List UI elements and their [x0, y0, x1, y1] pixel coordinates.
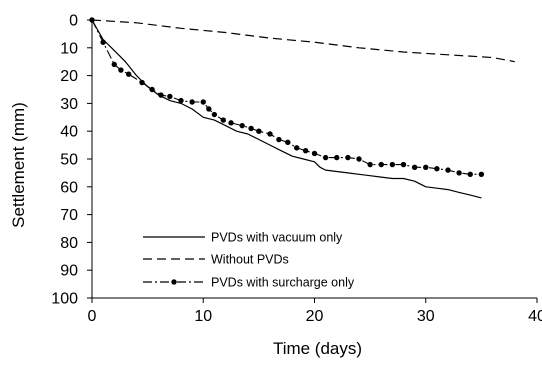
x-tick-label: 30 — [417, 308, 435, 325]
y-tick-label: 70 — [60, 207, 78, 224]
data-point-series-3 — [256, 128, 262, 134]
legend-label-2: Without PVDs — [211, 253, 289, 267]
data-point-series-3 — [423, 164, 429, 171]
data-point-series-3 — [239, 122, 245, 129]
data-point-series-3 — [302, 147, 309, 154]
data-point-series-3 — [167, 93, 173, 100]
ticks-layer: 0 10 20 30 40 50 60 70 80 90 100 0 10 20 30 40 — [51, 13, 542, 326]
data-point-series-3 — [285, 139, 291, 146]
data-point-series-3 — [367, 161, 373, 168]
data-point-series-3 — [411, 164, 418, 171]
series-line-1 — [91, 19, 482, 199]
data-point-series-3 — [118, 67, 124, 73]
x-tick-label: 20 — [306, 308, 324, 325]
data-point-series-3 — [100, 39, 106, 45]
y-axis-title: Settlement (mm) — [9, 102, 28, 228]
legend-label-3: PVDs with surcharge only — [211, 276, 355, 290]
data-point-series-3 — [467, 171, 473, 177]
data-point-series-3 — [322, 154, 329, 161]
data-point-series-3 — [345, 154, 351, 161]
data-point-series-3 — [111, 61, 117, 68]
legend-label-1: PVDs with vacuum only — [211, 231, 343, 245]
data-point-series-3 — [445, 167, 451, 173]
x-tick-label: 10 — [194, 308, 212, 325]
y-tick-label: 20 — [60, 68, 78, 85]
y-tick-label: 100 — [51, 291, 78, 308]
y-tick-label: 40 — [60, 124, 78, 141]
x-tick-label: 40 — [528, 308, 542, 325]
x-tick-label: 0 — [88, 308, 97, 325]
data-point-series-3 — [434, 166, 440, 172]
y-tick-label: 80 — [60, 235, 78, 252]
y-tick-label: 0 — [69, 13, 78, 30]
data-point-series-3 — [206, 106, 212, 112]
data-point-series-3 — [211, 111, 218, 118]
data-point-series-3 — [248, 125, 254, 132]
data-point-series-3 — [456, 170, 462, 176]
data-point-series-3 — [189, 99, 195, 105]
y-tick-label: 90 — [60, 263, 78, 280]
axes-layer — [91, 20, 537, 299]
data-point-series-3 — [400, 161, 407, 168]
y-tick-label: 30 — [60, 96, 78, 113]
series-line-3 — [91, 19, 482, 175]
data-point-series-3 — [126, 71, 132, 77]
y-tick-label: 10 — [60, 40, 78, 57]
data-point-series-3 — [478, 171, 485, 177]
legend-marker — [171, 279, 177, 285]
data-point-series-3 — [228, 120, 234, 126]
series-line-2 — [91, 19, 515, 63]
data-point-series-3 — [149, 86, 155, 93]
data-point-series-3 — [200, 99, 206, 105]
data-point-series-3 — [334, 154, 340, 161]
y-tick-label: 50 — [60, 152, 78, 169]
x-axis-title: Time (days) — [273, 339, 362, 358]
data-point-series-3 — [276, 136, 282, 143]
series-layer — [89, 17, 515, 199]
data-point-series-3 — [356, 156, 362, 162]
data-point-series-3 — [139, 79, 145, 86]
data-point-series-3 — [378, 161, 384, 168]
y-tick-label: 60 — [60, 179, 78, 196]
data-point-series-3 — [220, 117, 226, 123]
legend: PVDs with vacuum only Without PVDs PVDs wi… — [143, 231, 355, 290]
data-point-series-3 — [294, 145, 300, 151]
data-point-series-3 — [158, 92, 164, 98]
data-point-series-3 — [267, 131, 273, 137]
data-point-series-3 — [311, 150, 318, 157]
data-point-series-3 — [389, 161, 396, 168]
data-point-series-3 — [178, 97, 184, 104]
